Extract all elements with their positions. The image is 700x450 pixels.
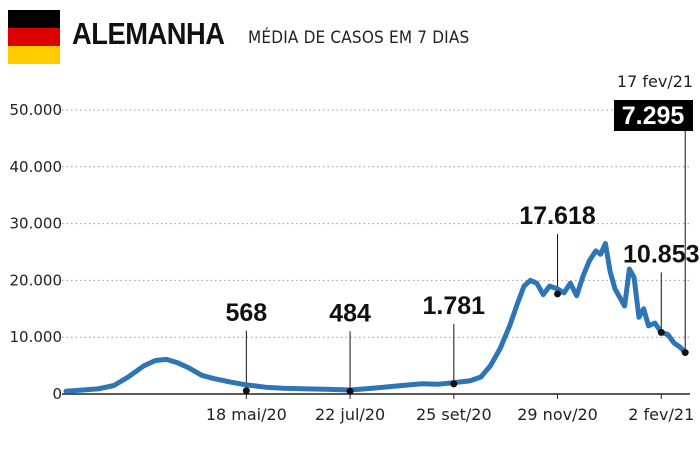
germany-flag-icon xyxy=(8,10,60,64)
chart-subtitle: MÉDIA DE CASOS EM 7 DIAS xyxy=(248,28,470,48)
annotation-label: 10.853 xyxy=(623,240,699,268)
last-value-callout: 17 fev/21 7.295 xyxy=(614,72,693,357)
annotation-label: 568 xyxy=(225,299,267,327)
last-value-box xyxy=(614,100,693,131)
y-tick-label: 20.000 xyxy=(10,271,63,289)
y-axis-ticks: 0 10.000 20.000 30.000 40.000 50.000 xyxy=(10,101,63,403)
x-tick-label: 25 set/20 xyxy=(416,405,492,424)
annotation-label: 17.618 xyxy=(519,202,596,230)
annotation-leaders xyxy=(245,233,662,392)
chart-title: ALEMANHA xyxy=(72,16,225,51)
flag-stripe-gold xyxy=(8,46,60,64)
x-tick-label: 2 fev/21 xyxy=(628,405,694,424)
flag-stripe-red xyxy=(8,28,60,46)
x-axis-ticks: 18 mai/20 22 jul/20 25 set/20 29 nov/20 2 fe… xyxy=(206,394,694,424)
annotation-marker xyxy=(242,387,250,395)
series-line xyxy=(63,241,688,394)
annotation-labels: 568 484 1.781 17.618 10.853 xyxy=(225,202,699,327)
annotation-markers xyxy=(242,290,665,395)
y-tick-label: 30.000 xyxy=(10,215,63,233)
y-tick-label: 40.000 xyxy=(10,158,63,176)
last-value-date-label: 17 fev/21 xyxy=(617,72,693,91)
series-layer xyxy=(63,241,688,394)
annotation-label: 1.781 xyxy=(423,292,486,320)
flag-stripe-black xyxy=(8,10,60,28)
annotation-marker xyxy=(346,387,354,395)
y-tick-label: 0 xyxy=(52,385,62,403)
grid-layer xyxy=(62,109,690,395)
last-value-label: 7.295 xyxy=(622,102,685,130)
annotation-marker xyxy=(450,380,458,388)
annotation-marker xyxy=(554,290,562,298)
annotation-label: 484 xyxy=(329,299,371,327)
x-tick-label: 18 mai/20 xyxy=(206,405,287,424)
y-tick-label: 10.000 xyxy=(10,328,63,346)
annotation-marker xyxy=(657,328,665,336)
chart-header: ALEMANHA MÉDIA DE CASOS EM 7 DIAS xyxy=(0,0,700,70)
y-tick-label: 50.000 xyxy=(10,101,63,119)
x-tick-label: 22 jul/20 xyxy=(315,405,385,424)
x-tick-label: 29 nov/20 xyxy=(517,405,598,424)
